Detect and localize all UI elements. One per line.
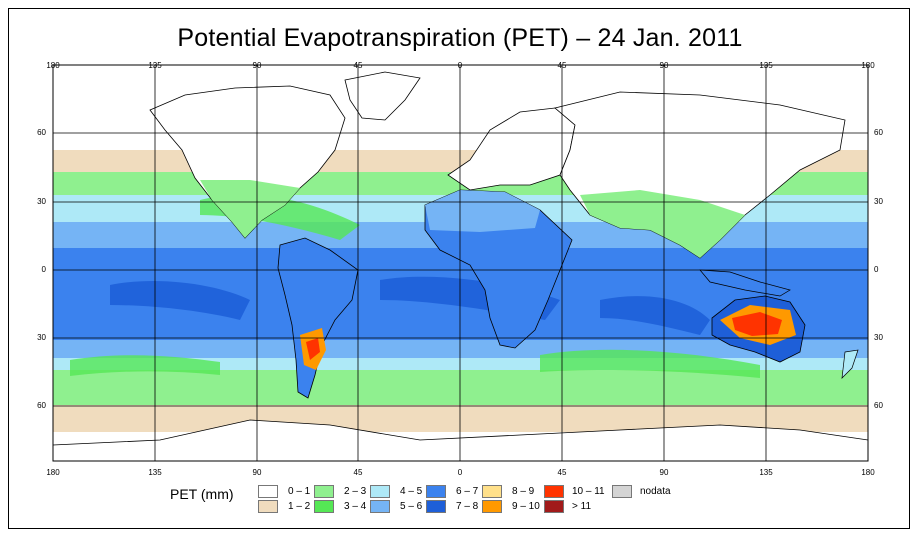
legend-label: 4 – 5: [400, 486, 423, 497]
land-new-zealand: [841, 349, 859, 379]
figure-frame: [8, 8, 910, 529]
lon-tick-top: 180: [46, 61, 60, 70]
legend-label: 8 – 9: [512, 486, 535, 497]
lat-tick-left: 60: [37, 128, 46, 137]
land-africa-north: [425, 190, 540, 232]
legend-swatch: [314, 500, 334, 513]
lon-tick-bottom: 135: [759, 468, 773, 477]
land-south-america: [277, 237, 359, 399]
lat-tick-right: 60: [874, 401, 883, 410]
lon-tick-bottom: 0: [457, 468, 463, 477]
land-asia-south: [580, 190, 745, 258]
legend-swatch: [544, 500, 564, 513]
land-north-america-south: [200, 180, 300, 238]
graticule: [53, 65, 868, 461]
legend-swatch: [482, 500, 502, 513]
legend-swatch: [482, 485, 502, 498]
legend-label: 2 – 3: [344, 486, 367, 497]
land-indonesia: [699, 269, 791, 297]
lat-tick-left: 60: [37, 401, 46, 410]
legend-label: 10 – 11: [572, 486, 605, 497]
lat-tick-right: 0: [874, 265, 879, 274]
pet-hotspot-australia-core: [732, 312, 782, 336]
legend-swatch: [426, 500, 446, 513]
legend-title: PET (mm): [170, 486, 234, 502]
lat-tick-left: 30: [37, 333, 46, 342]
legend-label: 9 – 10: [512, 501, 540, 512]
lat-tick-left: 0: [41, 265, 46, 274]
lon-tick-top: 180: [861, 61, 875, 70]
lon-tick-bottom: 135: [148, 468, 162, 477]
lat-tick-right: 30: [874, 333, 883, 342]
lon-tick-top: 45: [557, 61, 567, 70]
lon-tick-top: 45: [353, 61, 363, 70]
pet-patch-darkblue: [110, 280, 250, 320]
legend-label: 0 – 1: [288, 486, 311, 497]
legend-swatch: [544, 485, 564, 498]
lon-tick-bottom: 90: [659, 468, 669, 477]
lon-tick-bottom: 45: [353, 468, 363, 477]
legend-label: 6 – 7: [456, 486, 479, 497]
land-greenland: [344, 71, 421, 121]
legend-swatch: [426, 485, 446, 498]
lon-tick-bottom: 90: [252, 468, 262, 477]
lon-tick-top: 90: [659, 61, 669, 70]
pet-hotspot-south-america-core: [306, 338, 320, 360]
lon-tick-bottom: 180: [46, 468, 60, 477]
pet-patch-green: [70, 355, 220, 376]
legend-swatch: [258, 485, 278, 498]
legend-swatch: [258, 500, 278, 513]
lon-tick-top: 135: [759, 61, 773, 70]
lon-tick-bottom: 45: [557, 468, 567, 477]
lat-tick-right: 30: [874, 197, 883, 206]
pet-patch-green: [540, 349, 760, 378]
legend-label: 1 – 2: [288, 501, 311, 512]
lon-tick-top: 90: [252, 61, 262, 70]
lon-tick-top: 135: [148, 61, 162, 70]
legend-swatch: [314, 485, 334, 498]
legend-label: 5 – 6: [400, 501, 423, 512]
pet-band-green-south: [53, 370, 868, 408]
legend-swatch: [370, 485, 390, 498]
legend-label: > 11: [572, 501, 591, 512]
map-title: Potential Evapotranspiration (PET) – 24 …: [177, 24, 743, 52]
legend-label: nodata: [640, 486, 671, 497]
legend-swatch: [370, 500, 390, 513]
lat-tick-left: 30: [37, 197, 46, 206]
pet-patch-darkblue: [600, 296, 710, 335]
lon-tick-bottom: 180: [861, 468, 875, 477]
legend-swatch: [612, 485, 632, 498]
lat-tick-right: 60: [874, 128, 883, 137]
lon-tick-top: 0: [457, 61, 463, 70]
map-border: [52, 64, 869, 462]
legend-label: 7 – 8: [456, 501, 479, 512]
legend-label: 3 – 4: [344, 501, 367, 512]
